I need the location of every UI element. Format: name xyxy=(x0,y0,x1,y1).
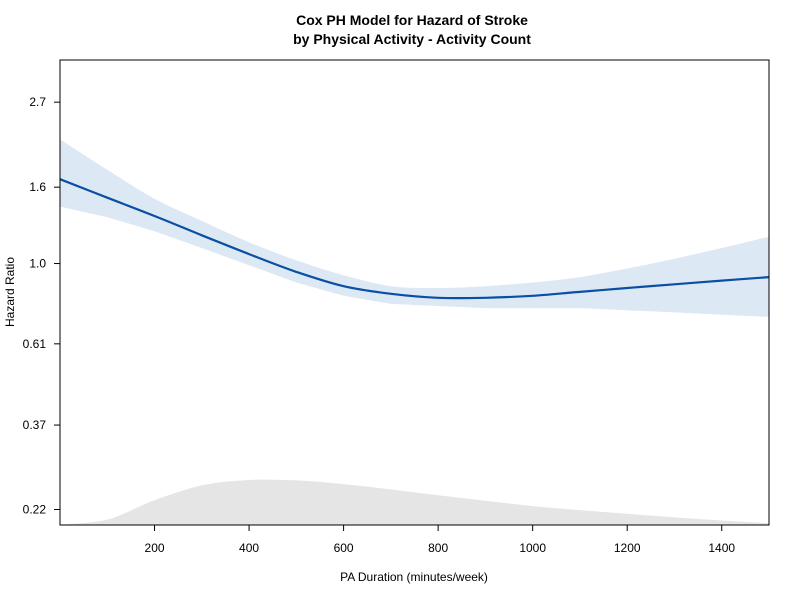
x-axis-label: PA Duration (minutes/week) xyxy=(340,570,488,584)
x-tick-label: 1200 xyxy=(614,541,641,555)
x-tick-label: 400 xyxy=(239,541,259,555)
y-axis-label: Hazard Ratio xyxy=(3,257,17,327)
x-tick-label: 600 xyxy=(334,541,354,555)
y-tick-label: 0.61 xyxy=(23,337,47,351)
y-tick-label: 1.0 xyxy=(29,257,46,271)
y-tick-label: 0.37 xyxy=(23,418,47,432)
y-tick-label: 1.6 xyxy=(29,180,46,194)
hazard-ratio-line xyxy=(59,178,770,300)
x-axis: 200 400 600 800 1000 1200 1400 xyxy=(145,525,735,555)
x-tick-label: 1400 xyxy=(708,541,735,555)
x-tick-label: 200 xyxy=(145,541,165,555)
confidence-band xyxy=(60,139,769,317)
y-tick-label: 0.22 xyxy=(23,503,47,517)
density-area xyxy=(60,479,769,525)
x-tick-label: 1000 xyxy=(519,541,546,555)
y-tick-label: 2.7 xyxy=(29,95,46,109)
plot-frame xyxy=(59,59,770,526)
chart-subtitle: by Physical Activity - Activity Count xyxy=(293,31,531,47)
y-axis: 0.22 0.37 0.61 1.0 1.6 2.7 xyxy=(23,95,60,517)
x-tick-label: 800 xyxy=(428,541,448,555)
chart-title: Cox PH Model for Hazard of Stroke xyxy=(296,12,528,28)
